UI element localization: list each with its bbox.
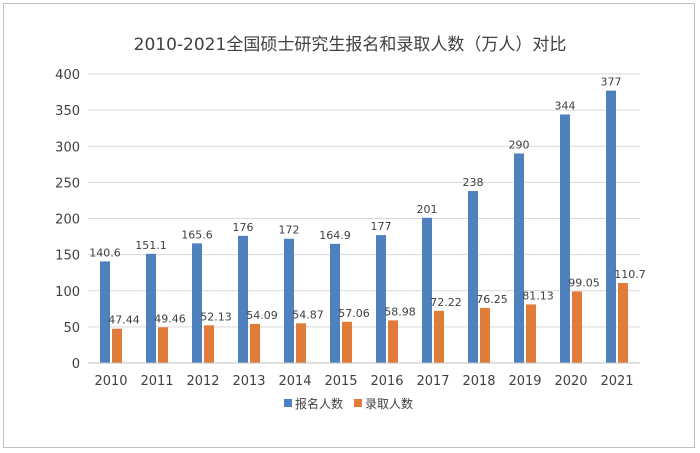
bar-applicants bbox=[468, 191, 478, 363]
y-tick-label: 100 bbox=[55, 285, 80, 300]
bar-admitted bbox=[388, 320, 398, 363]
chart-title: 2010-2021全国硕士研究生报名和录取人数（万人）对比 bbox=[134, 35, 567, 55]
bar-admitted bbox=[572, 291, 582, 363]
bar-admitted bbox=[112, 328, 122, 363]
bar-applicants bbox=[238, 235, 248, 363]
legend-label: 录取人数 bbox=[365, 396, 413, 411]
y-tick-label: 150 bbox=[55, 249, 80, 264]
bar-applicants bbox=[376, 235, 386, 363]
x-tick-label: 2017 bbox=[416, 374, 449, 389]
x-tick-label: 2015 bbox=[324, 374, 357, 389]
data-label-applicants: 140.6 bbox=[89, 246, 121, 259]
bar-applicants bbox=[192, 243, 202, 363]
bar-applicants bbox=[146, 253, 156, 363]
data-label-applicants: 377 bbox=[601, 76, 622, 89]
data-labels: 140.6 151.1 165.6 176 172 164.9 177 201 238 290 34… bbox=[89, 76, 646, 327]
bar-applicants bbox=[514, 153, 524, 363]
bar-applicants bbox=[330, 243, 340, 363]
x-tick-label: 2014 bbox=[278, 374, 311, 389]
y-tick-label: 400 bbox=[55, 68, 80, 83]
bar-applicants bbox=[560, 114, 570, 364]
bar-admitted bbox=[618, 283, 628, 363]
data-label-applicants: 164.9 bbox=[319, 229, 351, 242]
data-label-admitted: 47.44 bbox=[108, 314, 140, 327]
x-tick-label: 2013 bbox=[232, 374, 265, 389]
data-label-admitted: 72.22 bbox=[430, 296, 462, 309]
bar-admitted bbox=[204, 325, 214, 363]
x-tick-label: 2019 bbox=[508, 374, 541, 389]
x-axis-ticks: 2010 2011 2012 2013 2014 2015 2016 2017 2018 2019… bbox=[94, 374, 633, 389]
data-label-admitted: 81.13 bbox=[522, 289, 554, 302]
x-tick-label: 2018 bbox=[462, 374, 495, 389]
y-axis-ticks: 0 50 100 150 200 250 300 350 400 bbox=[55, 68, 80, 372]
grid-lines bbox=[88, 73, 640, 328]
data-label-admitted: 52.13 bbox=[200, 310, 232, 323]
data-label-admitted: 58.98 bbox=[384, 305, 416, 318]
legend-swatch bbox=[284, 399, 292, 407]
bar-admitted bbox=[296, 323, 306, 363]
y-tick-label: 0 bbox=[72, 357, 80, 372]
x-tick-label: 2012 bbox=[186, 374, 219, 389]
y-tick-label: 300 bbox=[55, 140, 80, 155]
x-tick-label: 2011 bbox=[140, 374, 173, 389]
data-label-applicants: 176 bbox=[233, 221, 254, 234]
bar-admitted bbox=[526, 304, 536, 363]
x-tick-label: 2016 bbox=[370, 374, 403, 389]
data-label-admitted: 54.87 bbox=[292, 308, 324, 321]
data-label-admitted: 99.05 bbox=[568, 276, 600, 289]
y-tick-label: 250 bbox=[55, 176, 80, 191]
bar-applicants bbox=[606, 90, 616, 364]
x-tick-label: 2021 bbox=[600, 374, 633, 389]
data-label-admitted: 110.7 bbox=[614, 268, 646, 281]
data-label-admitted: 49.46 bbox=[154, 312, 186, 325]
data-label-applicants: 151.1 bbox=[135, 239, 167, 252]
bar-admitted bbox=[342, 321, 352, 363]
legend: 报名人数 录取人数 bbox=[284, 396, 413, 411]
y-tick-label: 350 bbox=[55, 104, 80, 119]
bar-admitted bbox=[158, 327, 168, 363]
y-tick-label: 200 bbox=[55, 213, 80, 228]
bar-admitted bbox=[434, 310, 444, 363]
data-label-admitted: 54.09 bbox=[246, 309, 278, 322]
bar-admitted bbox=[250, 323, 260, 363]
data-label-admitted: 57.06 bbox=[338, 307, 370, 320]
data-label-applicants: 165.6 bbox=[181, 228, 213, 241]
data-label-applicants: 201 bbox=[417, 203, 438, 216]
bar-applicants bbox=[284, 238, 294, 363]
bar-applicants bbox=[422, 217, 432, 363]
data-label-applicants: 172 bbox=[279, 224, 300, 237]
data-label-admitted: 76.25 bbox=[476, 293, 508, 306]
chart-frame bbox=[3, 3, 695, 448]
data-label-applicants: 177 bbox=[371, 220, 392, 233]
x-tick-label: 2010 bbox=[94, 374, 127, 389]
legend-label: 报名人数 bbox=[295, 396, 343, 411]
bars bbox=[100, 90, 628, 364]
data-label-applicants: 238 bbox=[463, 176, 484, 189]
data-label-applicants: 290 bbox=[509, 138, 530, 151]
x-tick-label: 2020 bbox=[554, 374, 587, 389]
data-label-applicants: 344 bbox=[555, 99, 576, 112]
bar-applicants bbox=[100, 261, 110, 363]
bar-admitted bbox=[480, 307, 490, 363]
y-tick-label: 50 bbox=[63, 321, 80, 336]
legend-swatch bbox=[354, 399, 362, 407]
